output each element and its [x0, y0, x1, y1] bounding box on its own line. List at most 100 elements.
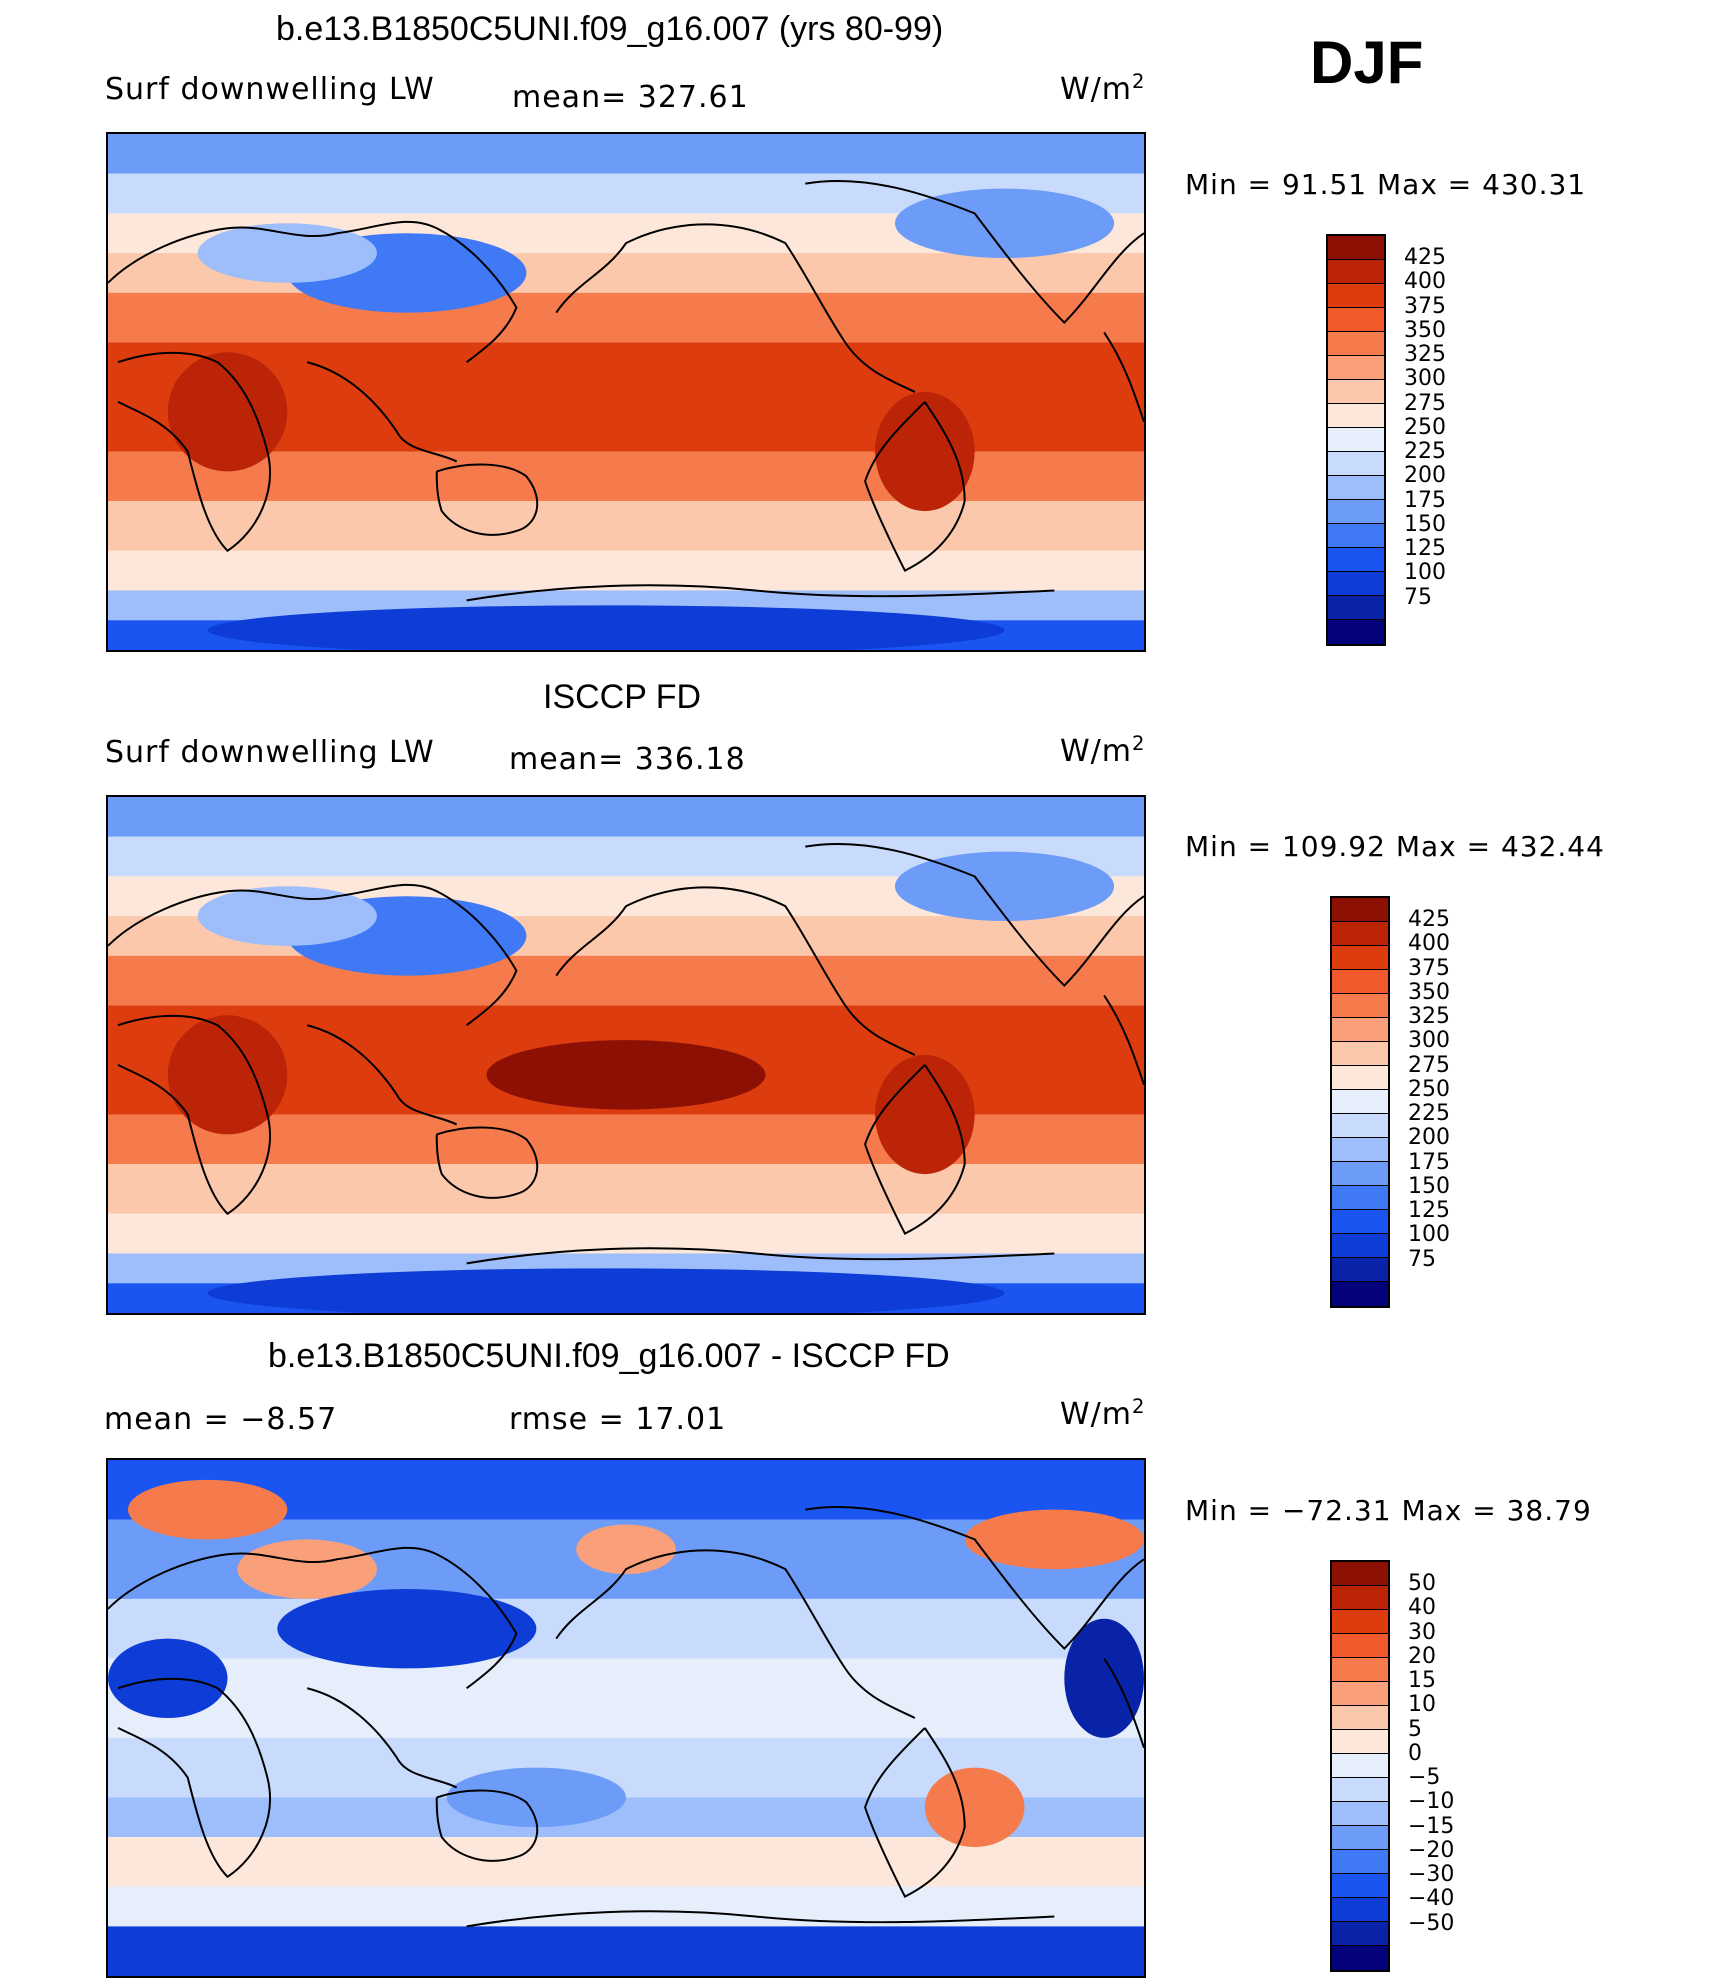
colorbar-tick-label: 325	[1404, 342, 1446, 368]
colorbar-tick-label: 300	[1404, 366, 1446, 392]
colorbar-tick-label: −20	[1408, 1837, 1455, 1863]
colorbar-segment	[1328, 620, 1384, 644]
colorbar-tick-label: 30	[1408, 1619, 1436, 1645]
colorbar-tick-label: 150	[1408, 1173, 1450, 1199]
panel-2-colorbar-ticks: 425 400 375 350 325 300 275 250 225 200 175 150 125 1…	[1408, 896, 1488, 1308]
panel-3-min-max: Min = −72.31 Max = 38.79	[1185, 1494, 1592, 1527]
colorbar-tick-label: 425	[1408, 907, 1450, 933]
panel-3-mean-label: mean = −8.57	[104, 1402, 338, 1437]
colorbar-segment	[1332, 1138, 1388, 1162]
colorbar-segment	[1328, 236, 1384, 260]
panel-1-title: b.e13.B1850C5UNI.f09_g16.007 (yrs 80-99)	[276, 10, 944, 48]
panel-3-rmse-label: rmse = 17.01	[509, 1402, 727, 1437]
colorbar-segment	[1332, 1754, 1388, 1778]
colorbar-segment	[1332, 1682, 1388, 1706]
colorbar-tick-label: 10	[1408, 1692, 1436, 1718]
season-label: DJF	[1310, 29, 1424, 96]
colorbar-tick-label: 225	[1408, 1101, 1450, 1127]
colorbar-segment	[1332, 1610, 1388, 1634]
colorbar-segment	[1332, 1946, 1388, 1970]
colorbar-tick-label: −50	[1408, 1910, 1455, 1936]
colorbar-tick-label: 0	[1408, 1740, 1422, 1766]
colorbar-segment	[1328, 452, 1384, 476]
panel-1-variable-label: Surf downwelling LW	[105, 72, 435, 107]
panel-3-title: b.e13.B1850C5UNI.f09_g16.007 - ISCCP FD	[268, 1337, 950, 1375]
colorbar-segment	[1328, 524, 1384, 548]
colorbar-tick-label: 20	[1408, 1643, 1436, 1669]
colorbar-tick-label: 225	[1404, 439, 1446, 465]
colorbar-tick-label: 425	[1404, 245, 1446, 271]
colorbar-segment	[1332, 1210, 1388, 1234]
colorbar-tick-label: 125	[1404, 536, 1446, 562]
colorbar-tick-label: 300	[1408, 1028, 1450, 1054]
panel-1-colorbar	[1326, 234, 1386, 646]
colorbar-tick-label: 400	[1404, 269, 1446, 295]
colorbar-tick-label: 100	[1404, 560, 1446, 586]
colorbar-segment	[1332, 1826, 1388, 1850]
colorbar-segment	[1332, 1922, 1388, 1946]
colorbar-tick-label: −40	[1408, 1886, 1455, 1912]
colorbar-segment	[1328, 332, 1384, 356]
colorbar-tick-label: 350	[1404, 317, 1446, 343]
panel-1-mean-label: mean= 327.61	[512, 80, 749, 115]
colorbar-tick-label: −30	[1408, 1862, 1455, 1888]
panel-3-units: W/m2	[1060, 1395, 1146, 1432]
colorbar-tick-label: 200	[1408, 1125, 1450, 1151]
colorbar-segment	[1328, 380, 1384, 404]
colorbar-segment	[1332, 1898, 1388, 1922]
colorbar-tick-label: 5	[1408, 1716, 1422, 1742]
panel-2-units: W/m2	[1060, 732, 1146, 769]
colorbar-tick-label: 350	[1408, 979, 1450, 1005]
colorbar-segment	[1332, 1802, 1388, 1826]
colorbar-tick-label: 75	[1408, 1246, 1436, 1272]
colorbar-tick-label: 125	[1408, 1198, 1450, 1224]
colorbar-tick-label: 375	[1408, 955, 1450, 981]
panel-2-mean-label: mean= 336.18	[509, 742, 746, 777]
colorbar-segment	[1328, 308, 1384, 332]
colorbar-segment	[1332, 1066, 1388, 1090]
colorbar-tick-label: −10	[1408, 1789, 1455, 1815]
colorbar-segment	[1332, 1090, 1388, 1114]
colorbar-segment	[1328, 500, 1384, 524]
panel-1-units: W/m2	[1060, 70, 1146, 107]
colorbar-segment	[1328, 476, 1384, 500]
panel-2-variable-label: Surf downwelling LW	[105, 735, 435, 770]
colorbar-tick-label: 100	[1408, 1222, 1450, 1248]
colorbar-tick-label: 275	[1404, 390, 1446, 416]
panel-3-colorbar	[1330, 1560, 1390, 1972]
colorbar-tick-label: 250	[1408, 1076, 1450, 1102]
colorbar-tick-label: 175	[1404, 487, 1446, 513]
colorbar-tick-label: 325	[1408, 1004, 1450, 1030]
panel-1-min-max: Min = 91.51 Max = 430.31	[1185, 168, 1587, 201]
colorbar-segment	[1332, 1706, 1388, 1730]
colorbar-segment	[1332, 1042, 1388, 1066]
colorbar-tick-label: 200	[1404, 463, 1446, 489]
colorbar-segment	[1328, 356, 1384, 380]
colorbar-segment	[1328, 404, 1384, 428]
colorbar-segment	[1328, 596, 1384, 620]
panel-2-title: ISCCP FD	[543, 678, 702, 716]
panel-3-map	[106, 1458, 1146, 1978]
colorbar-tick-label: −5	[1408, 1765, 1441, 1791]
colorbar-tick-label: 75	[1404, 584, 1432, 610]
colorbar-tick-label: 375	[1404, 293, 1446, 319]
panel-2-map	[106, 795, 1146, 1315]
colorbar-segment	[1332, 1874, 1388, 1898]
colorbar-tick-label: 275	[1408, 1052, 1450, 1078]
colorbar-tick-label: 40	[1408, 1595, 1436, 1621]
colorbar-tick-label: 150	[1404, 511, 1446, 537]
colorbar-segment	[1332, 1018, 1388, 1042]
panel-1-map	[106, 132, 1146, 652]
panel-3-colorbar-ticks: 50 40 30 20 15 10 5 0 −5 −10 −15 −20 −30 −40 −50	[1408, 1560, 1488, 1972]
colorbar-segment	[1332, 1634, 1388, 1658]
colorbar-tick-label: −15	[1408, 1813, 1455, 1839]
colorbar-segment	[1332, 1234, 1388, 1258]
panel-2-colorbar	[1330, 896, 1390, 1308]
colorbar-segment	[1332, 1258, 1388, 1282]
colorbar-segment	[1328, 260, 1384, 284]
colorbar-segment	[1332, 1586, 1388, 1610]
colorbar-segment	[1332, 970, 1388, 994]
colorbar-segment	[1332, 1114, 1388, 1138]
colorbar-segment	[1332, 922, 1388, 946]
colorbar-segment	[1332, 994, 1388, 1018]
